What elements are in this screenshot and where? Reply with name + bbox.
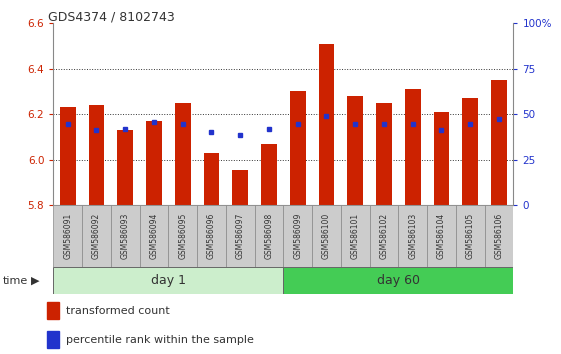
Text: GSM586092: GSM586092 (92, 213, 101, 259)
Bar (347, 96, 363, 205)
Text: GSM586102: GSM586102 (379, 213, 388, 259)
FancyBboxPatch shape (283, 267, 513, 294)
FancyBboxPatch shape (226, 205, 255, 267)
Text: ▶: ▶ (31, 275, 39, 286)
FancyBboxPatch shape (53, 205, 82, 267)
Text: GSM586096: GSM586096 (207, 213, 216, 259)
FancyBboxPatch shape (82, 205, 111, 267)
Text: GSM586104: GSM586104 (437, 213, 446, 259)
Text: transformed count: transformed count (66, 306, 169, 316)
FancyBboxPatch shape (140, 205, 168, 267)
FancyBboxPatch shape (111, 205, 140, 267)
Bar (319, 44, 334, 205)
FancyBboxPatch shape (255, 205, 283, 267)
Bar (232, 170, 248, 205)
FancyBboxPatch shape (456, 205, 485, 267)
Text: percentile rank within the sample: percentile rank within the sample (66, 335, 254, 344)
FancyBboxPatch shape (283, 205, 312, 267)
Text: day 60: day 60 (377, 274, 420, 287)
Text: GSM586099: GSM586099 (293, 213, 302, 259)
Text: GDS4374 / 8102743: GDS4374 / 8102743 (48, 11, 174, 24)
Bar (146, 121, 162, 205)
Text: GSM586095: GSM586095 (178, 213, 187, 259)
Bar (462, 98, 478, 205)
Bar (47, 302, 58, 319)
Text: GSM586093: GSM586093 (121, 213, 130, 259)
Text: day 1: day 1 (151, 274, 186, 287)
Text: GSM586100: GSM586100 (322, 213, 331, 259)
FancyBboxPatch shape (53, 267, 283, 294)
Bar (175, 103, 191, 205)
Text: GSM586103: GSM586103 (408, 213, 417, 259)
Bar (89, 105, 104, 205)
FancyBboxPatch shape (427, 205, 456, 267)
Text: GSM586098: GSM586098 (264, 213, 273, 259)
FancyBboxPatch shape (398, 205, 427, 267)
Bar (204, 153, 219, 205)
FancyBboxPatch shape (485, 205, 513, 267)
Text: GSM586101: GSM586101 (351, 213, 360, 259)
FancyBboxPatch shape (312, 205, 341, 267)
Bar (290, 91, 306, 205)
FancyBboxPatch shape (168, 205, 197, 267)
Bar (405, 89, 421, 205)
Bar (60, 107, 76, 205)
Bar (376, 103, 392, 205)
FancyBboxPatch shape (197, 205, 226, 267)
Text: GSM586097: GSM586097 (236, 213, 245, 259)
Bar (47, 331, 58, 348)
Bar (261, 144, 277, 205)
Text: time: time (3, 275, 28, 286)
Bar (491, 80, 507, 205)
Text: GSM586091: GSM586091 (63, 213, 72, 259)
Bar (434, 112, 449, 205)
FancyBboxPatch shape (370, 205, 398, 267)
Text: GSM586105: GSM586105 (466, 213, 475, 259)
Text: GSM586106: GSM586106 (494, 213, 503, 259)
FancyBboxPatch shape (341, 205, 370, 267)
Text: GSM586094: GSM586094 (149, 213, 158, 259)
Bar (117, 130, 133, 205)
